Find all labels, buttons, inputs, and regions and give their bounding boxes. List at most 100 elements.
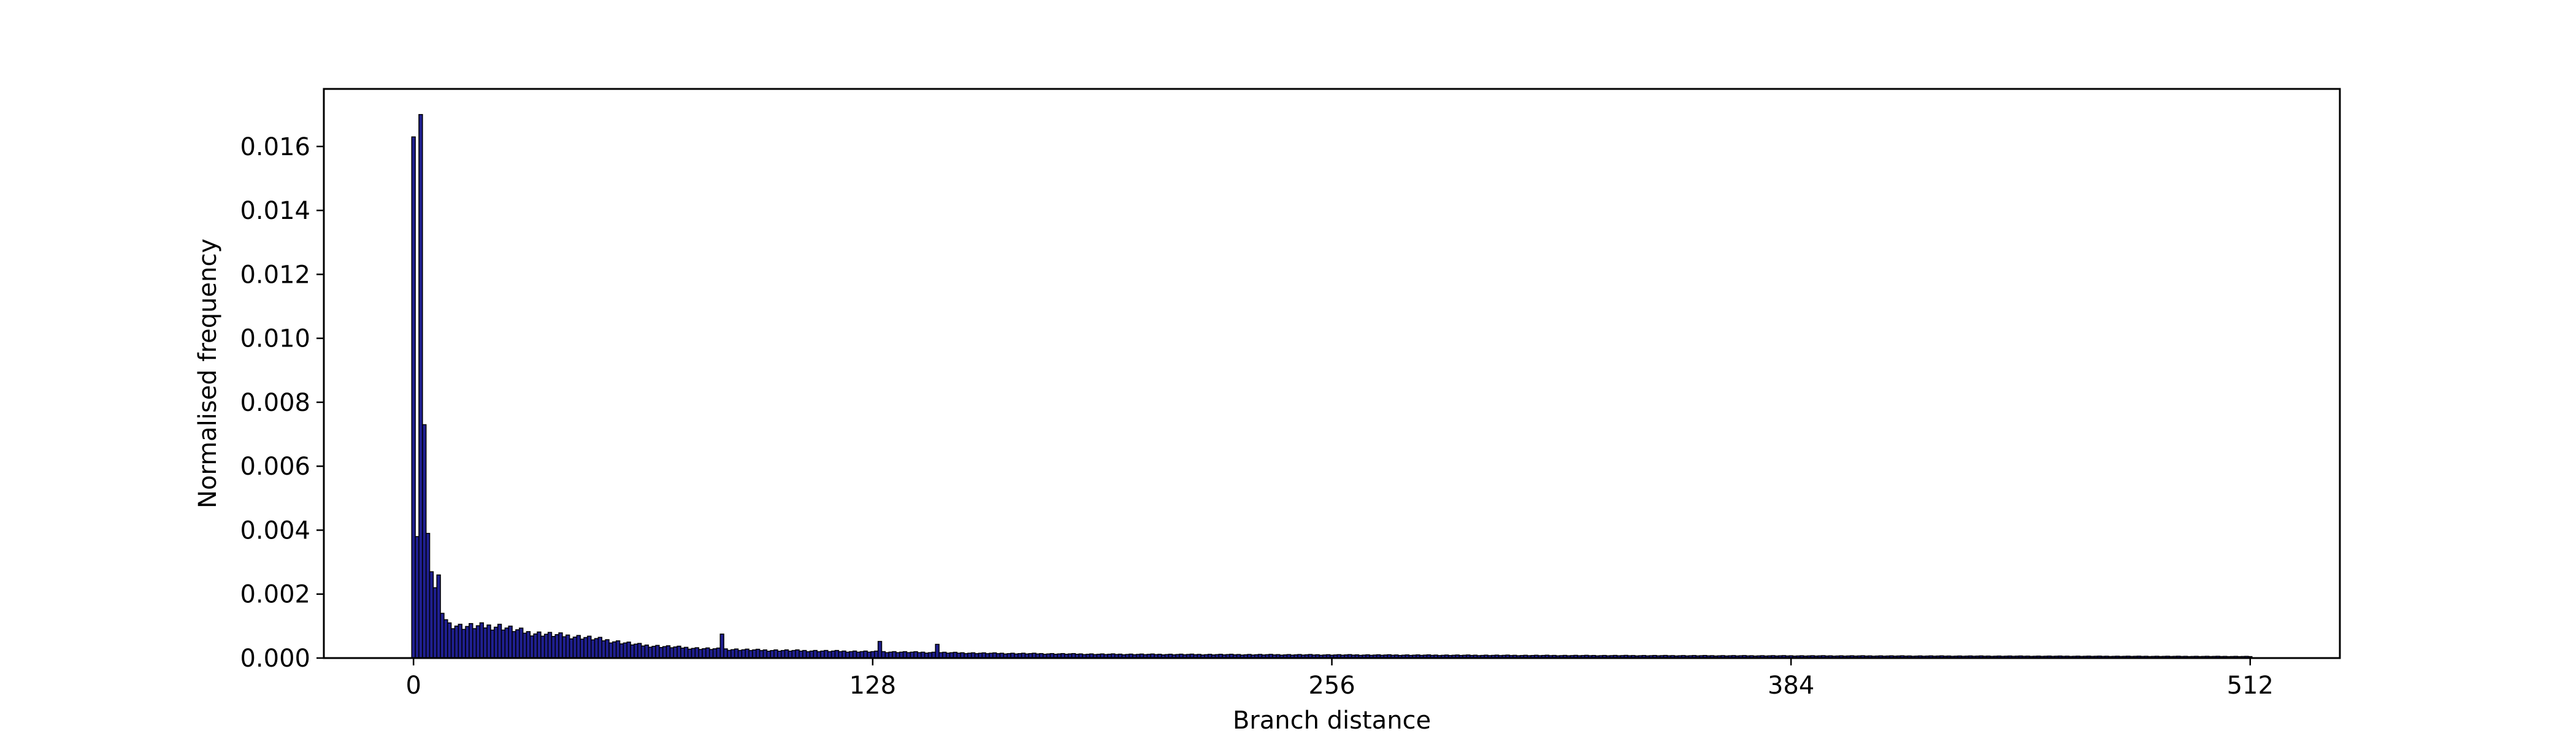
histogram-bar: [490, 629, 495, 659]
histogram-bar: [752, 649, 757, 659]
x-tick-label: 256: [1308, 672, 1355, 700]
histogram-bar: [418, 113, 423, 659]
histogram-bar: [881, 651, 886, 659]
x-tick-label: 384: [1768, 672, 1814, 700]
histogram-bar: [411, 136, 416, 659]
histogram-bar: [824, 649, 829, 659]
y-tick-label: 0.006: [240, 453, 310, 481]
histogram-bar: [659, 646, 664, 659]
y-tick-label: 0.016: [240, 133, 310, 161]
histogram-bar: [737, 649, 743, 659]
histogram-bar: [494, 626, 499, 659]
histogram-bar: [694, 647, 699, 659]
histogram-bar: [820, 650, 825, 659]
histogram-bar: [795, 649, 800, 659]
histogram-bar: [512, 631, 516, 659]
histogram-bar: [723, 648, 728, 659]
y-tick-label: 0.010: [240, 325, 310, 353]
histogram-bar: [816, 651, 821, 659]
histogram-bar: [802, 649, 807, 659]
y-tick-label: 0.014: [240, 197, 310, 225]
histogram-bar: [569, 638, 574, 659]
histogram-bar: [687, 648, 692, 659]
histogram-bar: [626, 641, 631, 659]
histogram-bar: [558, 632, 563, 659]
y-tick-label: 0.008: [240, 389, 310, 417]
x-axis-label: Branch distance: [1233, 706, 1431, 735]
histogram-bar: [677, 645, 681, 659]
histogram-bar: [547, 632, 553, 659]
histogram-bar: [601, 640, 606, 659]
histogram-bar: [522, 632, 527, 659]
histogram-bar: [508, 626, 513, 659]
histogram-bar: [454, 626, 459, 659]
histogram-bar: [684, 646, 689, 659]
histogram-bar: [809, 650, 815, 659]
histogram-bar: [479, 622, 485, 659]
histogram-bar: [662, 646, 667, 659]
histogram-bar: [705, 647, 710, 659]
histogram-bar: [651, 646, 656, 659]
histogram-bar: [644, 645, 650, 659]
histogram-bar: [443, 619, 448, 659]
bars-group: [411, 113, 2253, 659]
histogram-bar: [719, 634, 724, 659]
histogram-bar: [863, 650, 868, 659]
histogram-bar: [805, 651, 811, 659]
histogram-bar: [780, 649, 786, 659]
histogram-bar: [877, 641, 883, 659]
histogram-bar: [554, 634, 559, 659]
histogram-bar: [849, 651, 854, 659]
histogram-bar: [640, 645, 646, 659]
histogram-bar: [619, 643, 624, 659]
histogram-bar: [461, 629, 466, 659]
histogram-bar: [425, 532, 431, 659]
histogram-bar: [565, 634, 570, 659]
histogram-bar: [838, 651, 843, 659]
histogram-bar: [813, 649, 818, 659]
histogram-bar: [590, 639, 596, 659]
histogram-bar: [422, 424, 427, 659]
histogram-bar: [597, 637, 603, 659]
x-tick-label: 128: [849, 672, 896, 700]
histogram-bar: [859, 651, 864, 659]
histogram-bar: [540, 635, 545, 659]
histogram-bar: [870, 651, 875, 659]
histogram-bar: [648, 646, 653, 659]
histogram-bar: [500, 629, 506, 659]
histogram-bar: [615, 640, 621, 659]
histogram-bar: [497, 624, 502, 659]
histogram-bar: [432, 587, 437, 659]
histogram-bar: [551, 636, 556, 659]
histogram-bar: [519, 627, 524, 659]
histogram-bar: [580, 638, 585, 659]
histogram-bar: [708, 649, 714, 659]
plot-frame: [323, 88, 2341, 659]
histogram-bar: [475, 625, 481, 659]
histogram-bar: [472, 628, 477, 659]
histogram-bar: [572, 637, 578, 659]
histogram-bar: [562, 636, 567, 659]
histogram-bar: [852, 650, 857, 659]
y-tick-label: 0.012: [240, 261, 310, 289]
histogram-bar: [465, 626, 470, 659]
histogram-bar: [702, 648, 707, 659]
histogram-bar: [712, 648, 718, 659]
histogram-bar: [834, 649, 840, 659]
histogram-bar: [543, 634, 549, 659]
histogram-bar: [892, 651, 897, 659]
histogram-bar: [486, 624, 491, 659]
histogram-bar: [874, 650, 879, 659]
histogram-bar: [745, 648, 749, 659]
y-tick-label: 0.002: [240, 581, 310, 609]
histogram-bar: [529, 635, 534, 659]
histogram-bar: [634, 643, 638, 659]
y-tick-label: 0.000: [240, 645, 310, 673]
x-tick-label: 0: [405, 672, 421, 700]
histogram-bar: [623, 642, 627, 659]
histogram-bar: [680, 647, 685, 659]
y-tick-label: 0.004: [240, 516, 310, 545]
histogram-bar: [913, 651, 918, 659]
histogram-bar: [756, 648, 761, 659]
